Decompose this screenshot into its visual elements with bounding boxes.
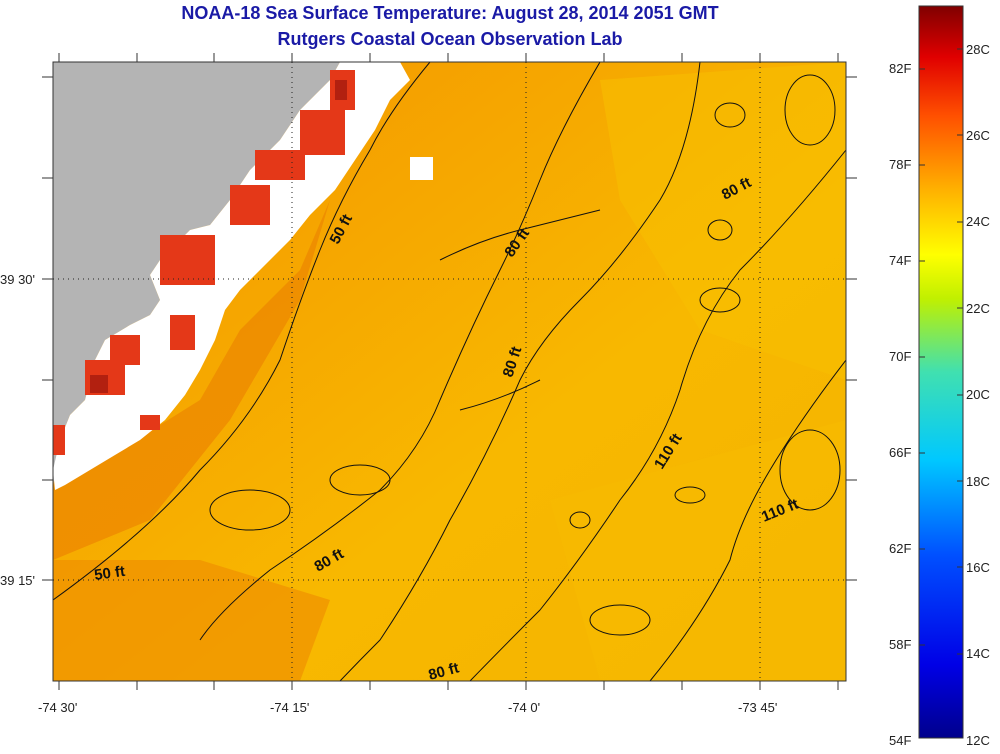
colorbar-celsius-labels: 28C 26C 24C 22C 20C 18C 16C 14C 12C xyxy=(966,42,990,748)
y-axis-label: 39 15' xyxy=(0,573,35,588)
colorbar-fahrenheit-labels: 82F 78F 74F 70F 66F 62F 58F 54F xyxy=(889,61,911,748)
x-axis-label: -74 15' xyxy=(270,700,309,715)
colorbar-label-c: 16C xyxy=(966,560,990,575)
x-axis-label: -74 0' xyxy=(508,700,540,715)
colorbar-label-c: 28C xyxy=(966,42,990,57)
colorbar-label-c: 14C xyxy=(966,646,990,661)
contour-label: 50 ft xyxy=(93,563,126,584)
x-axis-label: -73 45' xyxy=(738,700,777,715)
axis-ticks xyxy=(42,53,857,690)
land-mass xyxy=(53,62,340,490)
hot-pixels xyxy=(53,70,355,455)
hotter-pixels xyxy=(90,80,347,393)
colorbar-label-c: 24C xyxy=(966,214,990,229)
colorbar-label-f: 82F xyxy=(889,61,911,76)
colorbar-ticks xyxy=(919,48,963,655)
colorbar-label-f: 66F xyxy=(889,445,911,460)
map-title: NOAA-18 Sea Surface Temperature: August … xyxy=(181,3,719,23)
gridlines xyxy=(53,62,846,681)
colorbar-label-c: 20C xyxy=(966,387,990,402)
colorbar-label-f: 78F xyxy=(889,157,911,172)
map-frame xyxy=(52,61,847,682)
colorbar-label-f: 74F xyxy=(889,253,911,268)
x-axis-label: -74 30' xyxy=(38,700,77,715)
bathymetry-contours xyxy=(53,62,846,681)
cool-patch xyxy=(550,420,846,681)
colorbar-label-f: 62F xyxy=(889,541,911,556)
warm-patch xyxy=(53,560,330,681)
colorbar-label-c: 26C xyxy=(966,128,990,143)
colorbar xyxy=(918,5,964,739)
colorbar-label-f: 54F xyxy=(889,733,911,748)
colorbar-label-c: 18C xyxy=(966,474,990,489)
y-axis-label: 39 30' xyxy=(0,272,35,287)
colorbar-label-f: 70F xyxy=(889,349,911,364)
colorbar-label-c: 12C xyxy=(966,733,990,748)
warm-patch xyxy=(53,200,330,560)
colorbar-label-f: 58F xyxy=(889,637,911,652)
colorbar-label-c: 22C xyxy=(966,301,990,316)
masked-pixel xyxy=(410,157,433,180)
cool-patch xyxy=(600,62,846,380)
masked-coast xyxy=(53,62,410,490)
map-subtitle: Rutgers Coastal Ocean Observation Lab xyxy=(277,29,623,49)
